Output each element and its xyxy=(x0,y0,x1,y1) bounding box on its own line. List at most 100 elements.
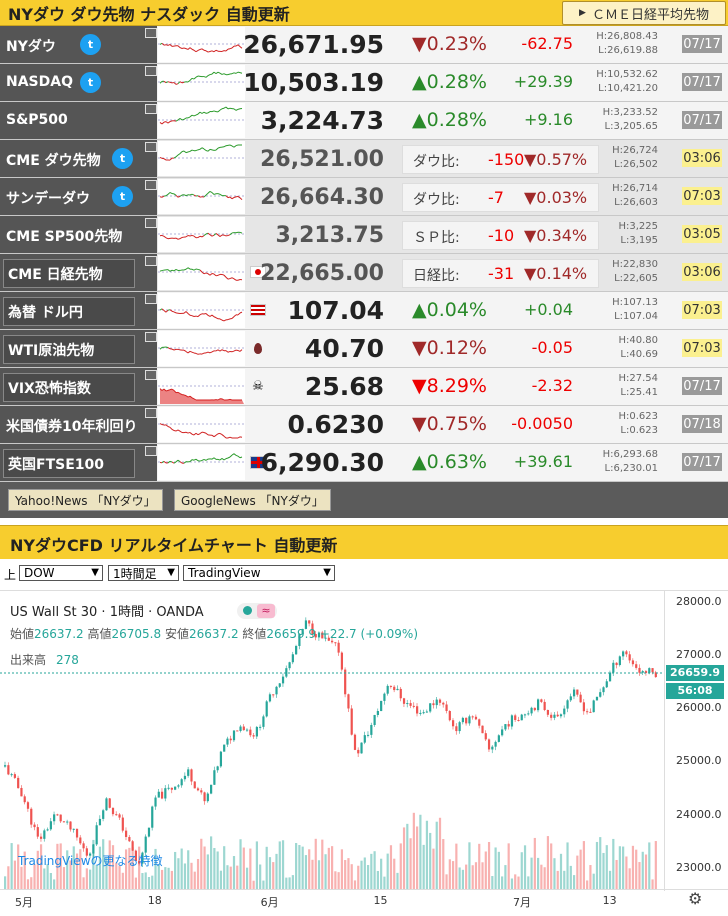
mini-chart[interactable] xyxy=(158,407,245,442)
mini-chart[interactable] xyxy=(158,255,245,290)
candle-body xyxy=(40,837,42,839)
chart-popup-icon[interactable] xyxy=(145,294,157,304)
quote-name-cell[interactable]: 米国債券10年利回り xyxy=(0,406,157,443)
nikkei-futures-button[interactable]: ▶ ＣＭＥ日経平均先物 xyxy=(562,1,726,25)
candle-body xyxy=(612,663,614,673)
source-select[interactable]: TradingView▼ xyxy=(183,565,335,581)
gear-icon[interactable]: ⚙ xyxy=(688,889,702,908)
quote-name-box[interactable]: 英国FTSE100 xyxy=(3,449,135,478)
mini-chart-segment xyxy=(240,457,242,458)
twitter-icon[interactable]: t xyxy=(80,72,101,93)
mini-chart[interactable] xyxy=(158,369,245,404)
status-dot-icon xyxy=(243,606,252,615)
market-status-badge[interactable]: ≈ xyxy=(237,603,277,619)
quote-change: -2.32 xyxy=(532,376,573,395)
mini-chart[interactable] xyxy=(158,445,245,480)
quote-name-cell[interactable]: 英国FTSE100 xyxy=(0,444,157,481)
candle-body xyxy=(200,790,202,792)
interval-select[interactable]: 1時間足▼ xyxy=(108,565,179,581)
candle-body xyxy=(203,792,205,801)
twitter-icon[interactable]: t xyxy=(112,148,133,169)
chart-popup-icon[interactable] xyxy=(145,104,157,114)
candle-body xyxy=(230,739,232,741)
mini-chart-segment xyxy=(200,314,202,315)
quote-name-cell[interactable]: WTI原油先物 xyxy=(0,330,157,367)
mini-chart-segment xyxy=(232,351,234,352)
x-tick-label: 7月 xyxy=(513,894,531,910)
tradingview-chart[interactable]: US Wall St 30 · 1時間 · OANDA ≈ 始値26637.2 … xyxy=(0,590,728,915)
mini-chart[interactable] xyxy=(158,179,245,214)
mini-chart-segment xyxy=(216,318,218,319)
chart-popup-icon[interactable] xyxy=(145,28,157,38)
chart-popup-icon[interactable] xyxy=(145,66,157,76)
quote-name: VIX恐怖指数 xyxy=(8,378,91,398)
quote-name-cell[interactable]: CME 日経先物 xyxy=(0,254,157,291)
candle-body xyxy=(249,730,251,736)
mini-chart-segment xyxy=(176,155,178,157)
candle-body xyxy=(586,711,588,712)
time-axis[interactable] xyxy=(0,889,728,916)
quote-name-cell[interactable]: CME SP500先物 xyxy=(0,216,157,253)
quote-name-box[interactable]: 為替 ドル円 xyxy=(3,297,135,326)
volume-bar xyxy=(302,847,304,889)
symbol-select[interactable]: DOW▼ xyxy=(19,565,103,581)
mini-chart[interactable] xyxy=(158,141,245,176)
volume-bar xyxy=(223,846,225,889)
quote-name-box[interactable]: WTI原油先物 xyxy=(3,335,135,364)
comparison-label: 日経比: xyxy=(413,265,460,285)
chart-popup-icon[interactable] xyxy=(145,408,157,418)
twitter-icon[interactable]: t xyxy=(112,186,133,207)
yahoo-news-link[interactable]: Yahoo!News 「NYダウ」 xyxy=(8,489,163,511)
mini-chart[interactable] xyxy=(158,65,245,100)
twitter-icon[interactable]: t xyxy=(80,34,101,55)
chart-popup-icon[interactable] xyxy=(145,332,157,342)
chart-popup-icon[interactable] xyxy=(145,256,157,266)
google-news-link[interactable]: GoogleNews 「NYダウ」 xyxy=(174,489,331,511)
price-axis[interactable] xyxy=(664,591,728,891)
mini-chart[interactable] xyxy=(158,293,245,328)
volume-bar xyxy=(436,822,438,889)
mini-chart[interactable] xyxy=(158,103,245,138)
candle-body xyxy=(481,726,483,733)
chart-popup-icon[interactable] xyxy=(145,370,157,380)
quote-name-box[interactable]: CME 日経先物 xyxy=(3,259,135,288)
quote-name-box[interactable]: VIX恐怖指数 xyxy=(3,373,135,402)
mini-chart[interactable] xyxy=(158,217,245,252)
low-value: L:26,603 xyxy=(612,196,658,210)
candle-body xyxy=(396,689,398,690)
approx-icon: ≈ xyxy=(257,604,275,618)
volume-bar xyxy=(485,851,487,889)
quote-name-cell[interactable]: S&P500 xyxy=(0,102,157,139)
chart-popup-icon[interactable] xyxy=(145,218,157,228)
volume-bar xyxy=(360,861,362,889)
candle-body xyxy=(43,830,45,838)
mini-chart[interactable] xyxy=(158,27,245,62)
chart-popup-icon[interactable] xyxy=(145,142,157,152)
quote-name-cell[interactable]: 為替 ドル円 xyxy=(0,292,157,329)
mini-chart[interactable] xyxy=(158,331,245,366)
chart-popup-icon[interactable] xyxy=(145,180,157,190)
quote-name-cell[interactable]: VIX恐怖指数 xyxy=(0,368,157,405)
quote-time: 07/17 xyxy=(682,453,722,471)
tradingview-link[interactable]: TradingViewの更なる特徴 xyxy=(18,852,163,869)
mini-chart-segment xyxy=(208,233,210,235)
chart-popup-icon[interactable] xyxy=(145,446,157,456)
volume-bar xyxy=(200,839,202,889)
